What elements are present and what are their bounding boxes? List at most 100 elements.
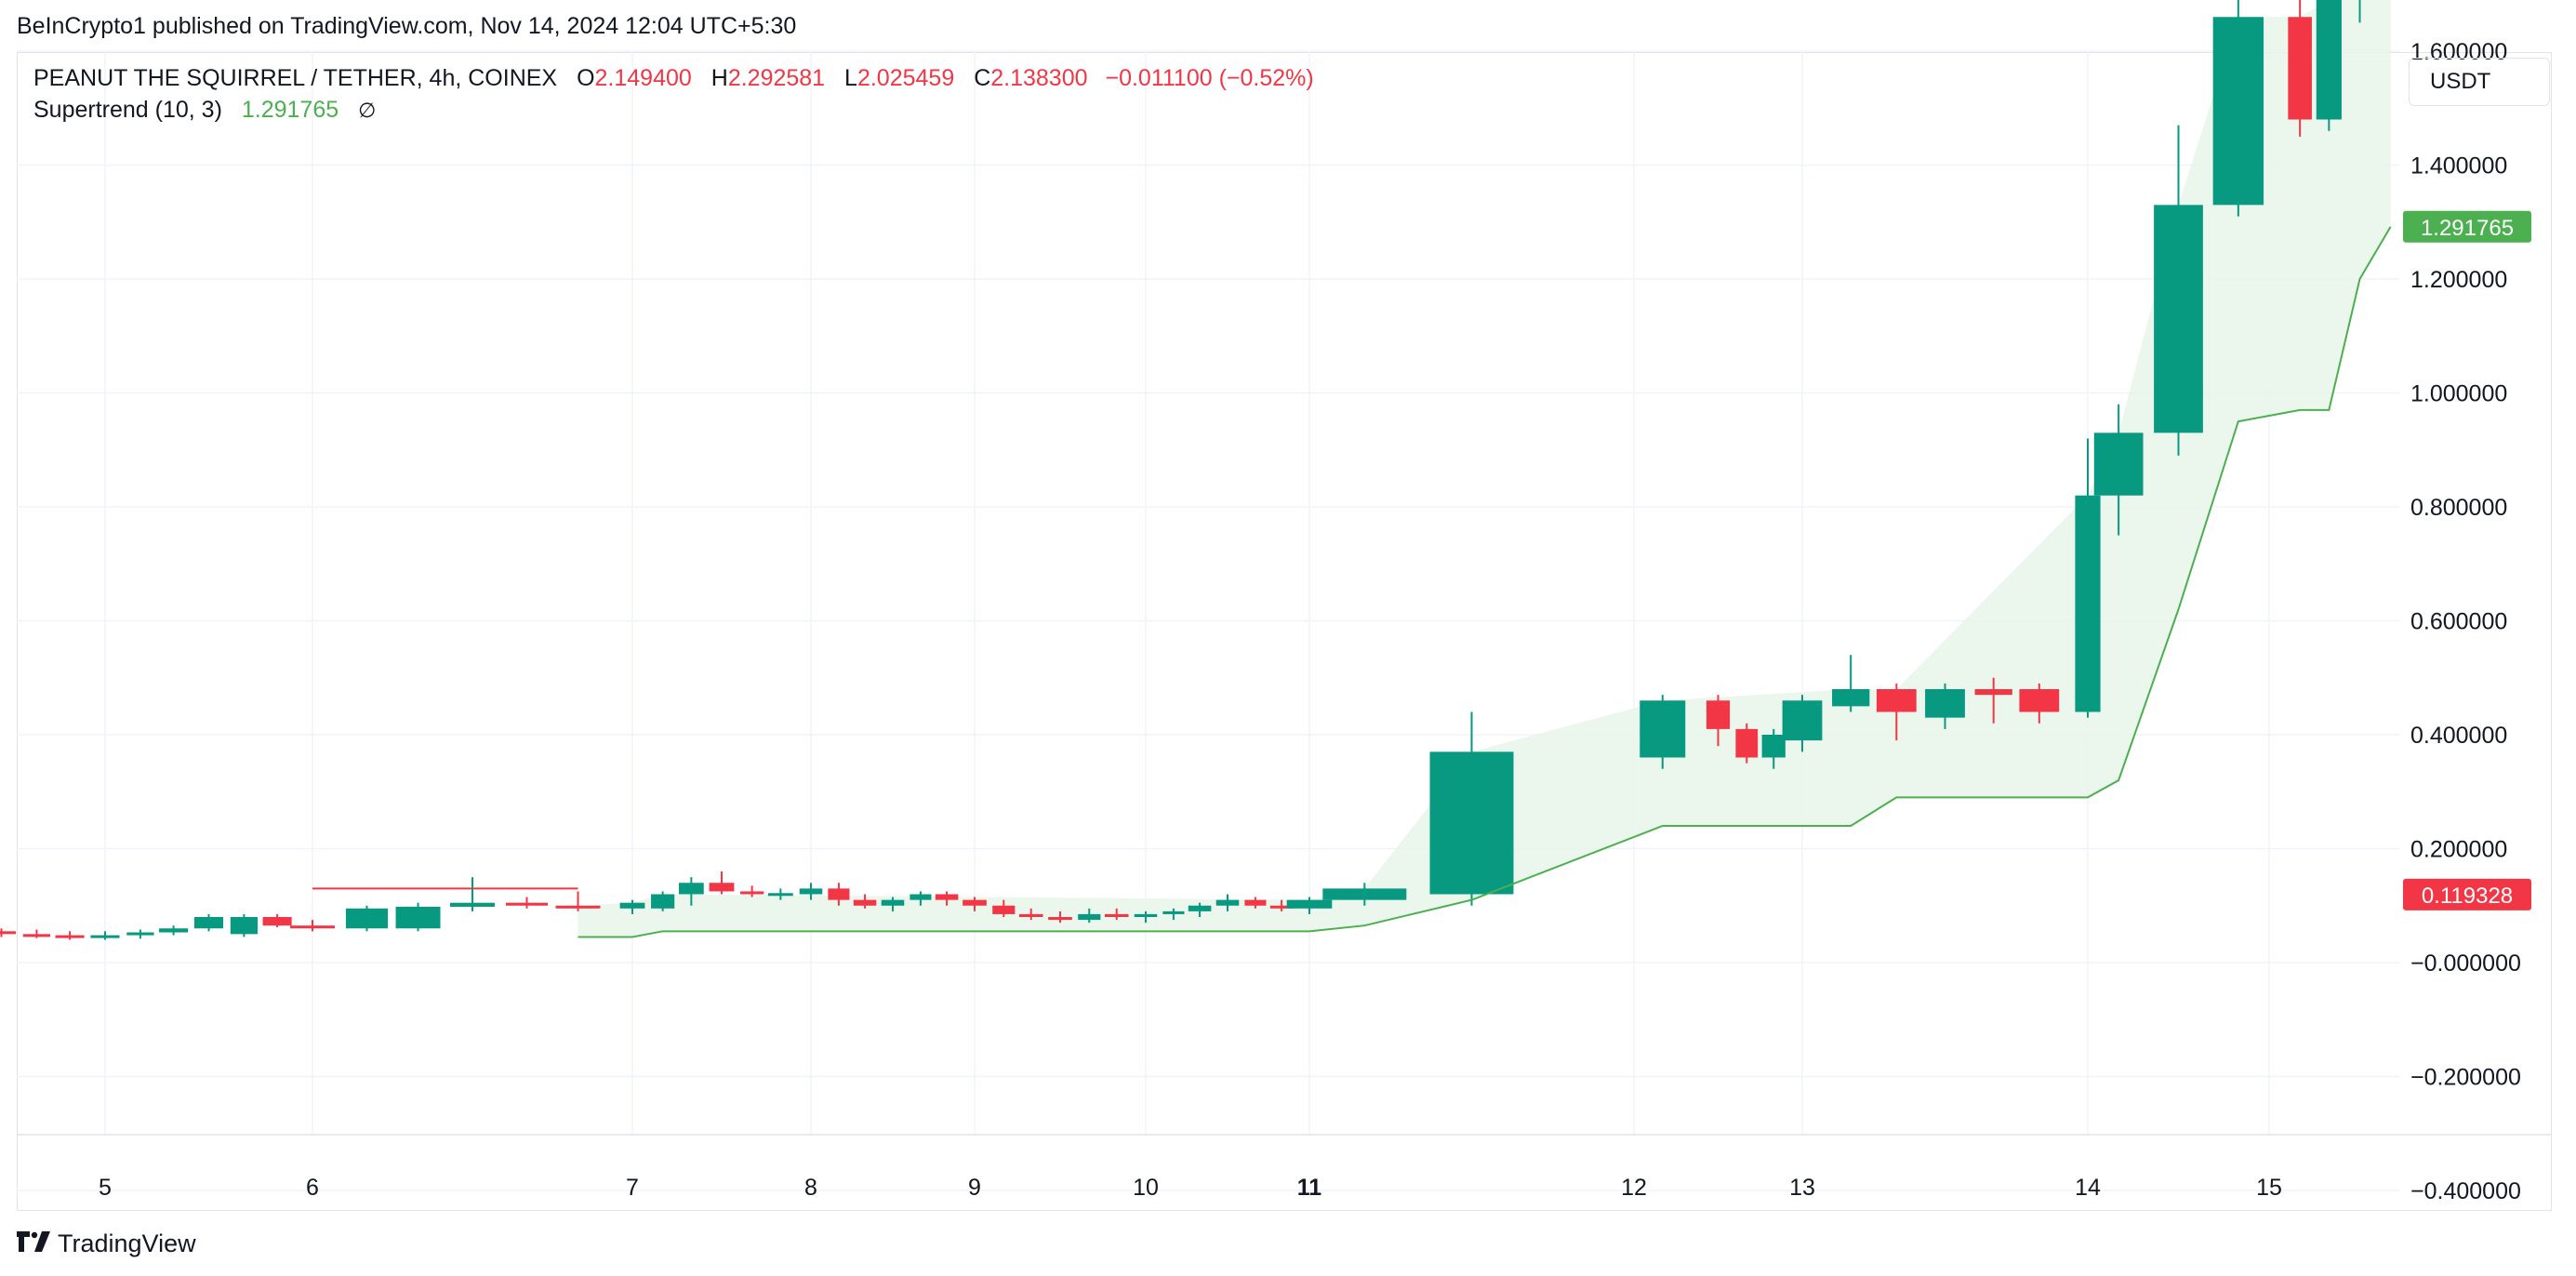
candle xyxy=(126,929,154,939)
candle xyxy=(935,891,959,906)
candle xyxy=(1640,695,1686,769)
candle xyxy=(1974,677,2012,724)
candle xyxy=(1104,908,1129,921)
candle-body xyxy=(395,906,441,929)
candle xyxy=(992,899,1016,917)
currency-selector[interactable]: USDT xyxy=(2409,58,2550,106)
x-tick-label: 13 xyxy=(1789,1175,1815,1201)
candle xyxy=(262,913,292,928)
candle-body xyxy=(2316,0,2342,120)
candle-body xyxy=(1286,899,1333,909)
indicator-title: Supertrend (10, 3) xyxy=(33,97,222,123)
high-value: 2.292581 xyxy=(727,65,826,91)
candle xyxy=(2075,438,2101,718)
candle xyxy=(2212,0,2264,217)
candle xyxy=(1832,655,1870,712)
supertrend-label: 1.291765 xyxy=(2421,216,2514,241)
candle xyxy=(1018,908,1043,921)
candle xyxy=(853,894,877,909)
candle xyxy=(1322,883,1407,906)
y-tick-label: 1.400000 xyxy=(2410,153,2507,179)
candle-body xyxy=(290,925,335,929)
candle-body xyxy=(230,917,259,935)
x-tick-label: 11 xyxy=(1297,1175,1322,1201)
supertrend-label-bg xyxy=(2403,210,2531,243)
x-tick-label: 10 xyxy=(1133,1175,1159,1201)
candle-body xyxy=(1104,913,1129,917)
symbol-legend[interactable]: PEANUT THE SQUIRREL / TETHER, 4h, COINEX… xyxy=(33,65,1314,92)
y-tick-label: 1.200000 xyxy=(2410,267,2507,293)
candle xyxy=(0,928,17,937)
candle xyxy=(505,897,549,909)
candle xyxy=(1162,908,1185,921)
candle-body xyxy=(22,934,51,937)
candle-body xyxy=(767,893,793,897)
x-tick-label: 8 xyxy=(804,1175,817,1201)
eye-icon[interactable]: ∅ xyxy=(358,99,377,122)
candle xyxy=(345,905,389,932)
candle xyxy=(1876,683,1917,741)
candle-body xyxy=(2019,689,2060,712)
x-axis: 5 6 7 8 9 10 11 12 13 14 15 xyxy=(99,1175,2282,1201)
candle-body xyxy=(1048,917,1072,921)
candle-body xyxy=(345,908,389,929)
y-tick-label: −0.200000 xyxy=(2410,1065,2521,1091)
y-tick-label: −0.400000 xyxy=(2410,1178,2521,1204)
x-tick-label: 14 xyxy=(2075,1175,2101,1201)
candle-body xyxy=(853,899,877,906)
candle xyxy=(290,920,335,932)
candle xyxy=(767,888,793,900)
candle-body xyxy=(651,894,675,909)
candle xyxy=(1244,897,1267,909)
x-tick-label: 5 xyxy=(99,1175,112,1201)
candle xyxy=(230,913,259,937)
candle xyxy=(1429,711,1514,906)
candle xyxy=(90,931,120,940)
high-label: H xyxy=(710,65,728,91)
y-tick-label: 0.800000 xyxy=(2410,495,2507,521)
candle-body xyxy=(740,891,764,895)
candle-body xyxy=(450,902,495,907)
candle-body xyxy=(1322,888,1407,900)
candle xyxy=(963,897,987,911)
indicator-legend[interactable]: Supertrend (10, 3) 1.291765 ∅ xyxy=(33,97,376,124)
candle-body xyxy=(2075,495,2101,712)
supertrend-fill xyxy=(312,0,2391,937)
candle-body xyxy=(678,883,704,895)
candle xyxy=(1286,897,1333,914)
y-tick-label: 0.400000 xyxy=(2410,723,2507,749)
x-tick-label: 7 xyxy=(626,1175,639,1201)
candle-body xyxy=(1974,689,2012,696)
x-tick-label: 9 xyxy=(968,1175,981,1201)
candle xyxy=(651,891,675,911)
candle-body xyxy=(935,894,959,900)
tradingview-logo[interactable]: TradingView xyxy=(17,1229,196,1258)
candle-body xyxy=(1018,913,1043,917)
chart-frame xyxy=(17,52,2552,1211)
candle xyxy=(2019,683,2060,724)
y-tick-label: 0.200000 xyxy=(2410,837,2507,863)
x-tick-label: 12 xyxy=(1621,1175,1647,1201)
candle xyxy=(55,931,85,940)
candle-body xyxy=(555,905,601,909)
low-label: L xyxy=(844,65,857,91)
lower-label-bg xyxy=(2403,878,2531,910)
candle xyxy=(799,883,823,900)
footer-brand: TradingView xyxy=(58,1229,196,1257)
y-tick-label: −0.000000 xyxy=(2410,950,2521,977)
candle xyxy=(159,925,189,936)
y-axis: 2.8000002.6000002.4000002.2000002.000000… xyxy=(2410,39,2521,1204)
candle-body xyxy=(262,917,292,926)
y-tick-label: 1.000000 xyxy=(2410,381,2507,407)
candle-body xyxy=(799,888,823,895)
candle-body xyxy=(126,932,154,936)
low-value: 2.025459 xyxy=(856,65,955,91)
candle xyxy=(1134,910,1158,924)
grid xyxy=(17,50,2552,1191)
candle-body xyxy=(709,883,735,892)
tradingview-logo-icon xyxy=(17,1229,50,1258)
candle xyxy=(2316,0,2342,131)
supertrend-polyline xyxy=(578,226,2392,938)
candle-body xyxy=(619,902,645,909)
